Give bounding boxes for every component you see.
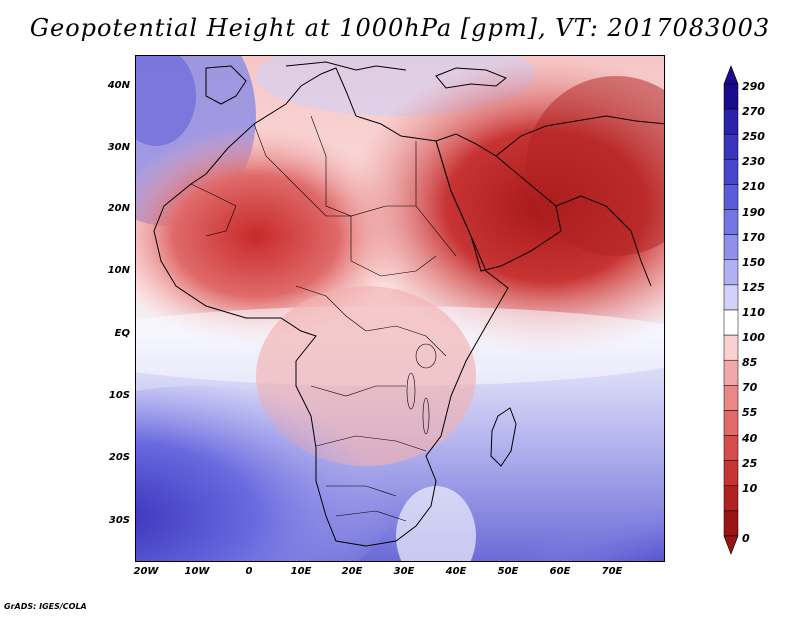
lon-label: 10E bbox=[290, 566, 312, 577]
colorbar-swatch bbox=[723, 435, 739, 461]
lat-label: EQ bbox=[114, 328, 130, 339]
lat-label: 20N bbox=[107, 203, 130, 214]
colorbar-swatch bbox=[723, 284, 739, 311]
colorbar-label: 250 bbox=[742, 130, 765, 144]
lat-label: 30S bbox=[108, 515, 130, 526]
colorbar-label: 25 bbox=[742, 456, 758, 470]
colorbar-top-arrow bbox=[723, 65, 739, 85]
colorbar-swatch bbox=[723, 410, 739, 436]
colorbar-swatch bbox=[723, 460, 739, 487]
colorbar-label: 100 bbox=[742, 331, 765, 345]
colorbar-swatch bbox=[723, 159, 739, 185]
colorbar-bottom-arrow bbox=[723, 535, 739, 555]
colorbar-swatch bbox=[723, 359, 739, 386]
lon-label: 50E bbox=[497, 566, 519, 577]
lon-label: 70E bbox=[601, 566, 623, 577]
lat-label: 30N bbox=[107, 142, 130, 153]
colorbar-label: 110 bbox=[742, 306, 765, 319]
colorbar-label: 230 bbox=[742, 155, 765, 169]
colorbar-swatch bbox=[723, 485, 739, 512]
lon-label: 30E bbox=[393, 566, 415, 577]
colorbar-label: 70 bbox=[742, 381, 758, 395]
colorbar-swatch bbox=[723, 234, 739, 261]
colorbar-label: 10 bbox=[742, 481, 758, 495]
colorbar-label: 55 bbox=[742, 406, 758, 420]
lon-label: 10W bbox=[184, 566, 210, 577]
lat-label: 10S bbox=[108, 390, 130, 401]
colorbar-label: 210 bbox=[742, 180, 765, 194]
colorbar-label: 150 bbox=[742, 255, 765, 269]
colorbar-swatch bbox=[723, 209, 739, 235]
colorbar-label: 290 bbox=[742, 80, 765, 93]
colorbar-swatch bbox=[723, 385, 739, 411]
lat-label: 10N bbox=[107, 265, 130, 276]
coastlines bbox=[153, 61, 664, 547]
colorbar-swatch bbox=[723, 334, 739, 361]
colorbar-swatch bbox=[723, 133, 739, 160]
south-africa-ridge bbox=[396, 486, 476, 561]
map-title: Geopotential Height at 1000hPa [gpm], VT… bbox=[29, 14, 771, 42]
colorbar-swatch bbox=[723, 83, 739, 110]
colorbar-swatch bbox=[723, 510, 739, 537]
map-panel bbox=[135, 55, 665, 562]
lat-label: 20S bbox=[108, 452, 130, 463]
colorbar-swatch bbox=[723, 259, 739, 286]
country-borders bbox=[190, 115, 457, 522]
colorbar-label: 190 bbox=[742, 205, 765, 219]
colorbar-label: 85 bbox=[742, 356, 758, 370]
atlantic-low-core bbox=[136, 56, 196, 146]
colorbar-swatch bbox=[723, 184, 739, 210]
lon-label: 0 bbox=[245, 566, 253, 577]
colorbar-label: 125 bbox=[742, 280, 765, 294]
south-atlantic-field bbox=[136, 386, 396, 561]
lat-label: 40N bbox=[107, 80, 130, 91]
lon-label: 40E bbox=[445, 566, 467, 577]
colorbar-label: 270 bbox=[742, 105, 765, 119]
colorbar-label: 0 bbox=[742, 532, 750, 545]
lon-label: 20E bbox=[341, 566, 363, 577]
colorbar bbox=[723, 65, 739, 555]
lon-label: 20W bbox=[133, 566, 159, 577]
lon-label: 60E bbox=[549, 566, 571, 577]
lakes bbox=[406, 343, 437, 435]
colorbar-label: 40 bbox=[742, 431, 758, 445]
india-field bbox=[526, 76, 664, 256]
colorbar-swatch bbox=[723, 309, 739, 336]
credit-text: GrADS: IGES/COLA bbox=[4, 602, 87, 611]
colorbar-swatch bbox=[723, 108, 739, 135]
colorbar-label: 170 bbox=[742, 230, 765, 244]
